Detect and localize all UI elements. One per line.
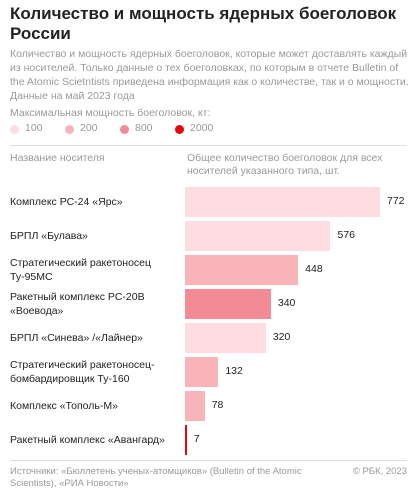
category-label: Комплекс РС-24 «Ярс» <box>10 196 123 208</box>
category-label: Ракетный комплекс РС-20В «Воевода» <box>10 291 145 317</box>
value-label: 576 <box>337 229 356 241</box>
legend-label: 2000 <box>190 122 214 134</box>
subtitle: Количество и мощность ядерных боеголовок… <box>10 48 409 102</box>
value-label: 320 <box>272 331 291 343</box>
divider <box>10 145 407 146</box>
category-label: Стратегический ракетоносец-бомбардировщи… <box>10 359 155 385</box>
chart-title: Количество и мощность ядерных боеголовок… <box>10 4 397 43</box>
divider <box>10 460 407 461</box>
category-header: Название носителя <box>10 152 105 164</box>
value-label: 448 <box>305 263 323 275</box>
category-label: Комплекс «Тополь-М» <box>10 400 118 412</box>
legend-label: 200 <box>80 122 98 134</box>
category-label: Ракетный комплекс «Авангард» <box>10 434 165 446</box>
bar <box>185 357 219 387</box>
legend-swatch <box>175 125 184 134</box>
bar <box>185 323 266 353</box>
bar <box>185 289 271 319</box>
value-label: 132 <box>225 365 243 377</box>
legend-swatch <box>10 125 19 134</box>
value-label: 772 <box>387 195 405 207</box>
legend-title: Максимальная мощность боеголовок, кт: <box>10 107 211 119</box>
bar <box>185 187 380 217</box>
legend-swatch <box>65 125 74 134</box>
legend-label: 100 <box>25 122 43 134</box>
bar <box>185 255 299 285</box>
value-header: Общее количество боеголовок для всех нос… <box>187 152 383 177</box>
legend-label: 800 <box>135 122 153 134</box>
credit: © РБК, 2023 <box>352 466 407 477</box>
value-label: 78 <box>211 399 224 411</box>
category-label: БРПЛ «Синева» /«Лайнер» <box>10 332 143 344</box>
legend-swatch <box>120 125 129 134</box>
bar <box>185 391 205 421</box>
bar <box>185 221 331 251</box>
value-label: 340 <box>277 297 296 309</box>
value-label: 7 <box>193 433 200 445</box>
bar <box>185 425 187 455</box>
category-label: БРПЛ «Булава» <box>10 230 88 242</box>
source: Источники: «Бюллетень ученых-атомщиков» … <box>10 466 302 489</box>
category-label: Стратегический ракетоносец Ту-95МС <box>10 257 152 283</box>
